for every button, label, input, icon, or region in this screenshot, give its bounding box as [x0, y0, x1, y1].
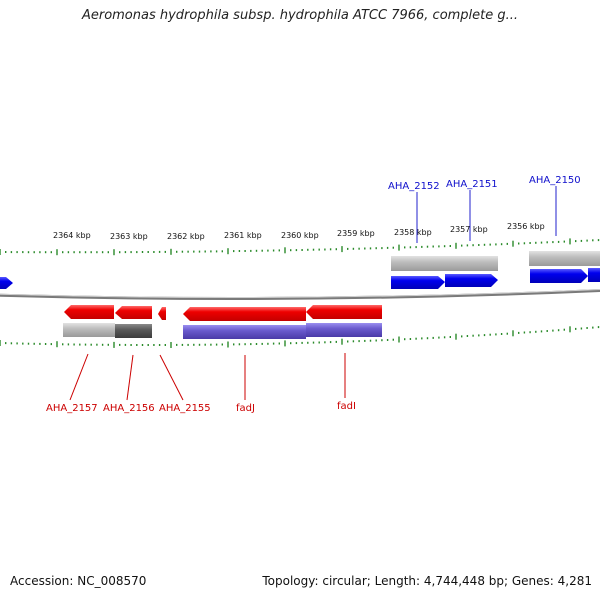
map-title: Aeromonas hydrophila subsp. hydrophila A… [81, 8, 519, 23]
kbp-label: 2360 kbp [281, 231, 319, 240]
cog-block[interactable] [63, 323, 115, 337]
kbp-scale: 2364 kbp 2363 kbp 2362 kbp 2361 kbp 2360… [53, 222, 545, 241]
gene-label[interactable]: AHA_2152 [388, 181, 440, 192]
reverse-genes [64, 305, 382, 321]
kbp-label: 2362 kbp [167, 232, 205, 241]
gene-label[interactable]: AHA_2150 [529, 175, 581, 186]
gene-arrow-reverse[interactable] [64, 305, 114, 319]
kbp-label: 2357 kbp [450, 225, 488, 234]
genome-backbone [0, 288, 600, 301]
gene-label[interactable]: fadJ [236, 403, 255, 414]
gene-label[interactable]: fadI [337, 401, 356, 412]
gene-label[interactable]: AHA_2157 [46, 403, 98, 414]
kbp-label: 2356 kbp [507, 222, 545, 231]
kbp-label: 2358 kbp [394, 228, 432, 237]
gene-arrow-reverse[interactable] [183, 307, 306, 321]
gene-label[interactable]: AHA_2156 [103, 403, 155, 414]
inner-tick-track [0, 326, 600, 348]
cog-block[interactable] [183, 325, 306, 339]
gene-arrow-reverse[interactable] [115, 306, 152, 319]
gene-labels-top: AHA_2152 AHA_2151 AHA_2150 [388, 175, 581, 243]
gene-arrow-forward[interactable] [0, 277, 13, 289]
kbp-label: 2361 kbp [224, 231, 262, 240]
gene-arrow-reverse[interactable] [158, 307, 166, 320]
accession-text: Accession: NC_008570 [10, 574, 147, 588]
gene-arrow-forward[interactable] [391, 276, 445, 289]
cog-block[interactable] [115, 324, 152, 338]
kbp-label: 2363 kbp [110, 232, 148, 241]
gene-arrow-forward[interactable] [588, 268, 600, 282]
cog-block[interactable] [391, 256, 498, 271]
gene-arrow-forward[interactable] [445, 274, 498, 287]
gene-label[interactable]: AHA_2151 [446, 179, 498, 190]
gene-label[interactable]: AHA_2155 [159, 403, 211, 414]
cog-block[interactable] [529, 251, 600, 266]
outer-tick-track [0, 238, 600, 256]
genome-summary-text: Topology: circular; Length: 4,744,448 bp… [262, 574, 592, 588]
gene-arrow-reverse[interactable] [306, 305, 382, 319]
forward-genes [0, 268, 600, 289]
gene-arrow-forward[interactable] [530, 269, 588, 283]
kbp-label: 2359 kbp [337, 229, 375, 238]
label-leader [159, 354, 184, 401]
label-leader [126, 354, 134, 401]
kbp-label: 2364 kbp [53, 231, 91, 240]
cog-block[interactable] [306, 323, 382, 337]
gene-labels-bottom: AHA_2157 AHA_2156 AHA_2155 fadJ fadI [46, 353, 356, 414]
label-leader [69, 353, 89, 401]
genome-backbone-highlight [0, 288, 600, 299]
